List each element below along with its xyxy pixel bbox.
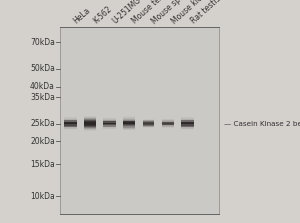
Text: 35kDa: 35kDa [30,93,55,102]
Text: 40kDa: 40kDa [30,82,55,91]
Text: 50kDa: 50kDa [30,64,55,73]
Text: U-251MG: U-251MG [111,0,143,26]
Text: Mouse spleen: Mouse spleen [150,0,195,26]
Text: HeLa: HeLa [72,6,92,26]
Text: 15kDa: 15kDa [30,160,55,169]
Text: 20kDa: 20kDa [30,137,55,146]
Text: Mouse kidney: Mouse kidney [169,0,215,26]
Text: Rat testis: Rat testis [189,0,222,26]
Text: 70kDa: 70kDa [30,38,55,47]
Text: 10kDa: 10kDa [30,192,55,201]
Text: — Casein Kinase 2 beta (CSNK2B): — Casein Kinase 2 beta (CSNK2B) [224,120,300,127]
Text: 25kDa: 25kDa [30,119,55,128]
Text: K-562: K-562 [92,4,113,26]
Text: Mouse testis: Mouse testis [130,0,172,26]
